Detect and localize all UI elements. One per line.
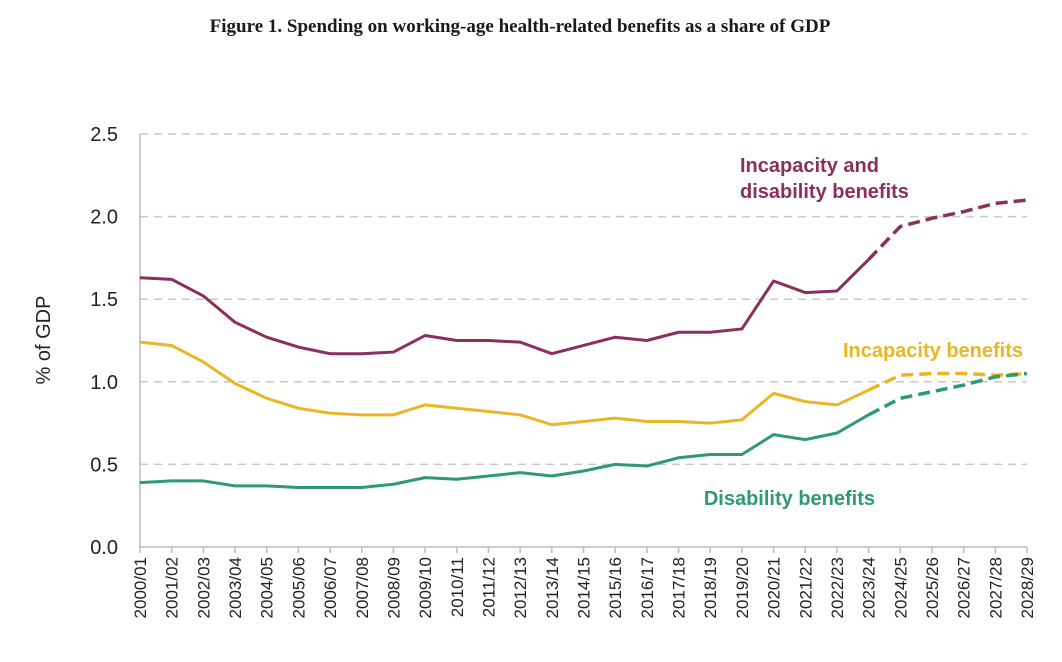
x-tick-label: 2007/08 xyxy=(353,557,372,618)
y-tick-label: 0.5 xyxy=(90,454,118,476)
y-tick-label: 0.0 xyxy=(90,537,118,559)
series-line-forecast xyxy=(867,198,1028,261)
series-line-forecast xyxy=(867,371,1028,417)
y-tick-label: 1.5 xyxy=(90,289,118,311)
x-tick-label: 2004/05 xyxy=(258,557,277,618)
x-tick-label: 2026/27 xyxy=(955,557,974,618)
x-tick-label: 2023/24 xyxy=(860,557,879,618)
x-tick-label: 2018/19 xyxy=(701,557,720,618)
x-tick-label: 2025/26 xyxy=(923,557,942,618)
x-tick-label: 2021/22 xyxy=(796,557,815,618)
x-tick-label: 2019/20 xyxy=(733,557,752,618)
x-tick-label: 2003/04 xyxy=(226,557,245,618)
x-tick-label: 2013/14 xyxy=(543,557,562,618)
x-tick-label: 2020/21 xyxy=(765,557,784,618)
series-label: Disability benefits xyxy=(704,488,875,510)
x-tick-label: 2028/29 xyxy=(1018,557,1037,618)
y-tick-label: 2.5 xyxy=(90,124,118,146)
series-label: Incapacity benefits xyxy=(843,340,1023,362)
x-tick-label: 2015/16 xyxy=(606,557,625,618)
y-axis-label: % of GDP xyxy=(33,296,55,385)
series-label: disability benefits xyxy=(740,181,909,203)
x-tick-label: 2022/23 xyxy=(828,557,847,618)
x-tick-label: 2001/02 xyxy=(163,557,182,618)
x-tick-label: 2016/17 xyxy=(638,557,657,618)
x-tick-label: 2000/01 xyxy=(131,557,150,618)
x-tick-label: 2017/18 xyxy=(670,557,689,618)
x-tick-label: 2009/10 xyxy=(416,557,435,618)
chart-title: Figure 1. Spending on working-age health… xyxy=(209,16,831,37)
x-tick-label: 2027/28 xyxy=(986,557,1005,618)
x-tick-label: 2002/03 xyxy=(194,557,213,618)
y-tick-label: 1.0 xyxy=(90,372,118,394)
x-tick-label: 2005/06 xyxy=(289,557,308,618)
x-tick-label: 2024/25 xyxy=(891,557,910,618)
x-tick-label: 2012/13 xyxy=(511,557,530,618)
series-line-actual xyxy=(139,258,870,356)
x-tick-label: 2010/11 xyxy=(448,557,467,617)
x-tick-label: 2008/09 xyxy=(384,557,403,618)
series-line-forecast xyxy=(867,371,1028,392)
x-tick-label: 2014/15 xyxy=(575,557,594,618)
x-tick-label: 2011/12 xyxy=(479,557,498,617)
series-label: Incapacity and xyxy=(740,155,879,177)
series-line-actual xyxy=(139,413,870,490)
series-line-actual xyxy=(139,340,870,427)
x-tick-label: 2006/07 xyxy=(321,557,340,618)
y-tick-label: 2.0 xyxy=(90,207,118,229)
